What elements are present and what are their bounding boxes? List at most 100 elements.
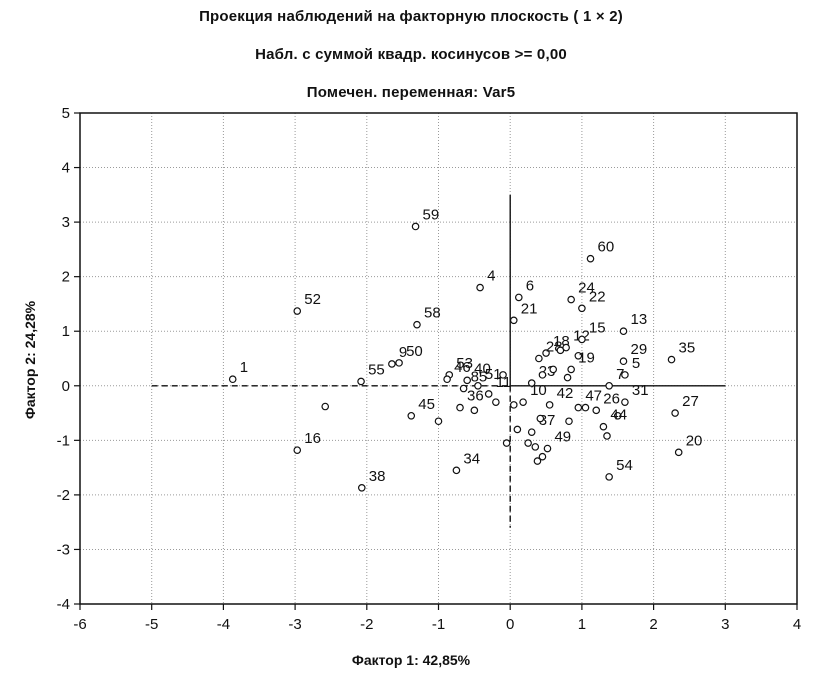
data-point (674, 448, 683, 457)
x-tick-label: -4 (217, 616, 230, 633)
data-point-label: 38 (369, 468, 386, 485)
data-point-label: 26 (603, 390, 620, 407)
data-point (563, 373, 572, 382)
data-point (357, 377, 365, 386)
y-tick-label: 2 (62, 269, 70, 286)
data-point (574, 403, 583, 412)
data-point (619, 357, 628, 366)
data-point (470, 406, 479, 415)
data-point (671, 409, 679, 417)
data-point-label: 53 (456, 355, 473, 372)
data-point-label: 16 (304, 430, 321, 447)
data-point (567, 365, 575, 374)
data-point (499, 371, 507, 379)
data-point (411, 222, 420, 231)
data-point (388, 360, 396, 368)
data-point-label: 29 (630, 341, 647, 358)
data-point-label: 9 (399, 344, 407, 361)
data-point (509, 316, 518, 325)
data-point-label: 19 (578, 349, 595, 366)
data-point-label: 60 (598, 239, 615, 256)
data-point (524, 439, 532, 447)
data-point (531, 443, 540, 451)
y-tick-label: -1 (57, 432, 70, 449)
data-point (538, 452, 547, 461)
data-point (565, 417, 573, 426)
data-point (605, 473, 613, 481)
data-point (407, 411, 416, 420)
x-tick-label: -2 (360, 616, 373, 633)
data-point (538, 371, 547, 379)
data-point-label: 1 (240, 359, 248, 376)
x-tick-label: 0 (506, 616, 514, 633)
data-point (599, 422, 608, 431)
x-tick-label: -6 (73, 616, 86, 633)
data-point (574, 351, 583, 360)
data-point-label: 21 (521, 300, 538, 317)
data-point (321, 402, 330, 411)
data-point-label: 6 (526, 277, 534, 294)
y-tick-label: 4 (62, 160, 70, 177)
data-point (456, 403, 464, 412)
data-point (535, 354, 543, 363)
data-point (484, 390, 493, 398)
data-point-label: 5 (632, 355, 640, 372)
data-point-label: 36 (467, 388, 484, 405)
data-point (586, 254, 595, 263)
data-point (581, 403, 590, 412)
y-tick-label: 0 (62, 378, 70, 395)
data-point-label: 15 (589, 319, 606, 336)
data-point-label: 22 (589, 288, 606, 305)
data-point (463, 376, 471, 385)
data-point-label: 24 (578, 280, 595, 297)
x-tick-label: -3 (288, 616, 301, 633)
data-point (509, 401, 518, 409)
data-point (413, 320, 421, 329)
chart-title: Проекция наблюдений на факторную плоскос… (199, 8, 623, 25)
y-tick-label: 1 (62, 323, 70, 340)
data-point-label: 34 (463, 450, 480, 467)
data-point-label: 50 (406, 343, 423, 360)
data-point-label: 20 (686, 432, 703, 449)
data-point (452, 466, 461, 475)
data-point (527, 379, 536, 387)
data-point (519, 398, 527, 406)
data-point (667, 355, 676, 364)
data-point (578, 335, 586, 344)
data-point (619, 327, 628, 336)
data-point-label: 47 (585, 388, 602, 405)
x-tick-label: 4 (793, 616, 801, 633)
data-point (613, 411, 622, 420)
data-point-label: 46 (454, 359, 471, 376)
data-point (515, 293, 523, 302)
data-point-label: 85 (471, 369, 488, 386)
data-point (567, 295, 575, 304)
data-point (395, 359, 403, 367)
y-tick-label: -2 (57, 487, 70, 504)
y-tick-label: -4 (57, 596, 70, 613)
data-point (603, 432, 611, 440)
data-point (502, 439, 511, 447)
data-point (513, 425, 522, 434)
chart-marked-variable: Помечен. переменная: Var5 (306, 84, 516, 101)
data-point-label: 27 (682, 393, 699, 410)
data-point (621, 398, 629, 406)
y-tick-label: -3 (57, 541, 70, 558)
y-tick-label: 5 (62, 105, 70, 122)
data-point (562, 343, 570, 352)
data-point (492, 398, 500, 406)
data-point (536, 414, 545, 423)
data-point (459, 384, 468, 393)
data-point (549, 365, 558, 374)
x-tick-label: 2 (649, 616, 657, 633)
data-point (293, 446, 302, 454)
data-point-label: 44 (610, 407, 627, 424)
y-tick-label: 3 (62, 214, 70, 231)
data-point (542, 349, 550, 357)
data-point-label: 13 (630, 311, 647, 328)
data-point (605, 381, 613, 390)
data-point-label: 7 (616, 366, 624, 383)
data-point-label: 51 (485, 366, 502, 383)
data-point (476, 283, 484, 292)
data-point-label: 40 (474, 360, 491, 377)
